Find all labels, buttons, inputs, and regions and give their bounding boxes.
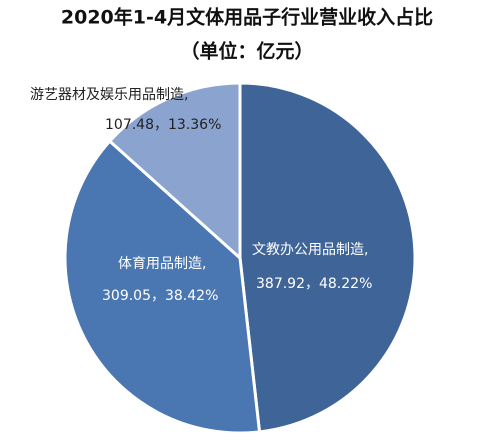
pie-slice: [63, 139, 262, 435]
pie-slice: [107, 81, 242, 262]
slice-label: 体育用品制造,: [118, 256, 206, 272]
value-label: 309.05，38.42%: [102, 288, 218, 304]
slice-label: 文教办公用品制造,: [252, 242, 368, 258]
value-label: 387.92，48.22%: [256, 276, 372, 292]
chart-title: 2020年1-4月文体用品子行业营业收入占比: [61, 6, 433, 29]
chart-subtitle: （单位：亿元）: [180, 40, 313, 63]
slice-label: 游艺器材及娱乐用品制造,: [30, 87, 188, 103]
value-label: 107.48，13.36%: [105, 117, 221, 133]
pie-slice: [238, 81, 417, 434]
